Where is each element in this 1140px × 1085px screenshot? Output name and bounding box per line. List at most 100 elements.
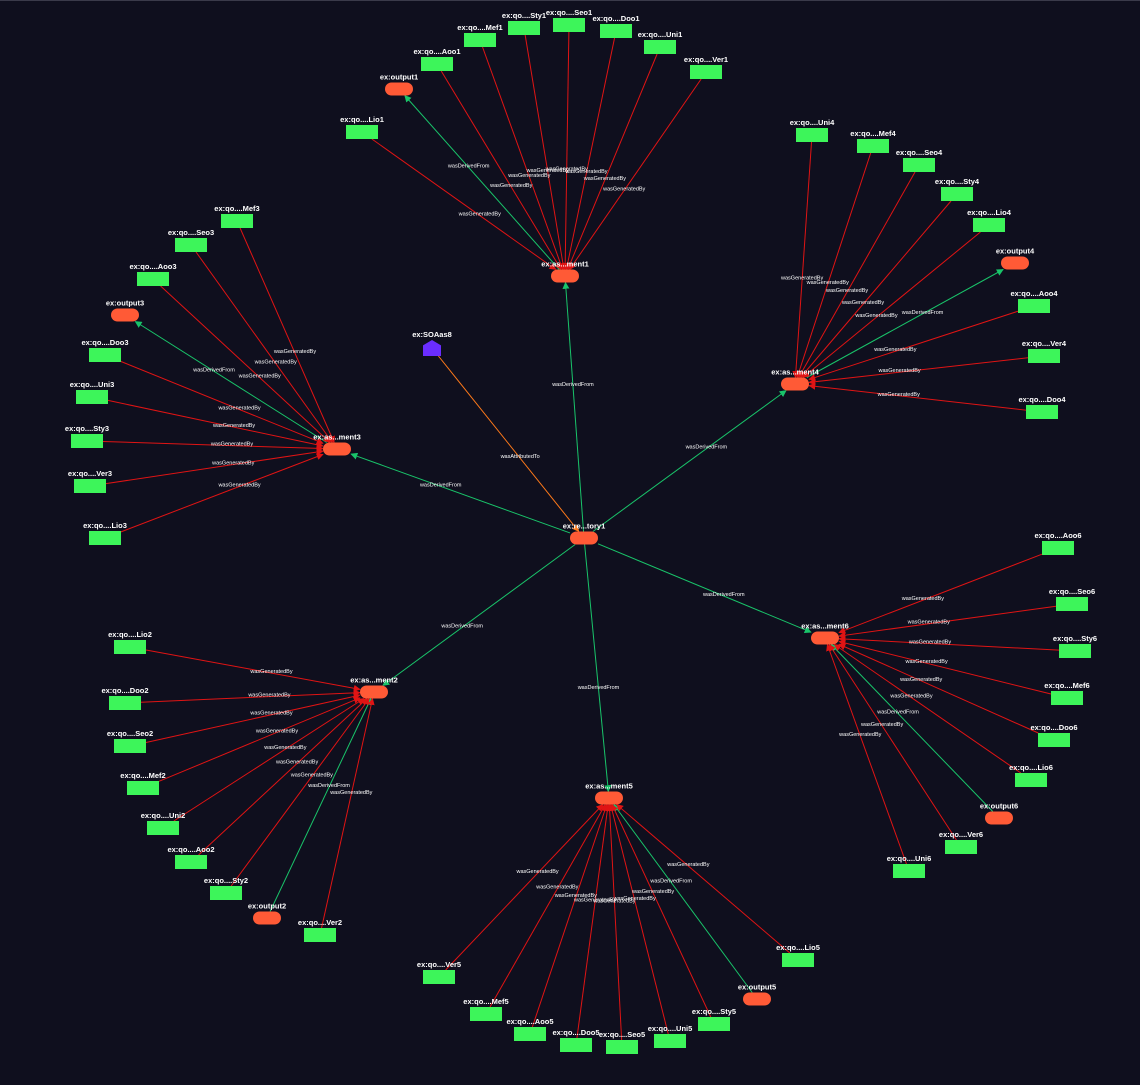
edge-e1_ver-a1[interactable] [569,78,702,271]
edge-e5_lio-a5[interactable] [616,804,791,954]
entity-rect[interactable] [304,928,336,942]
edge-e4_uni-a4[interactable] [792,141,813,379]
node-e4_ver[interactable]: ex:qo....Ver4 [1022,339,1067,363]
edge-o2-a2[interactable] [269,697,372,912]
entity-rect[interactable] [1018,299,1050,313]
entity-rect[interactable] [1038,733,1070,747]
node-e4_lio[interactable]: ex:qo....Lio4 [967,208,1012,232]
activity-pill[interactable] [360,685,388,699]
edge-e6_ver-a6[interactable] [828,643,957,841]
node-e5_lio[interactable]: ex:qo....Lio5 [776,943,820,967]
entity-rect[interactable] [127,781,159,795]
node-o6[interactable]: ex:output6 [980,802,1018,825]
node-o1[interactable]: ex:output1 [380,73,418,96]
edge-e3_uni-a3[interactable] [107,399,324,449]
edge-e3_seo-a3[interactable] [195,251,333,444]
edge-e5_aoo-a5[interactable] [531,803,609,1028]
edge-e5_sty-a5[interactable] [611,803,712,1018]
node-e2_sty[interactable]: ex:qo....Sty2 [204,876,248,900]
entity-rect[interactable] [1026,405,1058,419]
node-e1_lio[interactable]: ex:qo....Lio1 [340,115,384,139]
edge-e6_seo-a6[interactable] [838,605,1057,639]
node-e2_seo[interactable]: ex:qo....Seo2 [107,729,153,753]
entity-rect[interactable] [221,214,253,228]
node-a1[interactable]: ex:as...ment1 [541,260,589,283]
edge-a4-o4[interactable] [806,269,1004,378]
entity-rect[interactable] [698,1017,730,1031]
edge-e1_lio-a1[interactable] [371,138,557,270]
node-e6_mef[interactable]: ex:qo....Mef6 [1044,681,1090,705]
entity-rect[interactable] [1059,644,1091,658]
node-a2[interactable]: ex:as...ment2 [350,676,398,699]
edge-o5-a5[interactable] [613,803,753,993]
entity-rect[interactable] [175,238,207,252]
edge-e1_doo-a1[interactable] [564,37,616,271]
node-e2_mef[interactable]: ex:qo....Mef2 [120,771,166,795]
entity-rect[interactable] [690,65,722,79]
edge-e6_doo-a6[interactable] [838,643,1039,734]
node-e1_doo[interactable]: ex:qo....Doo1 [592,14,640,38]
node-e5_mef[interactable]: ex:qo....Mef5 [463,997,509,1021]
node-e5_doo[interactable]: ex:qo....Doo5 [552,1028,600,1052]
node-e1_uni[interactable]: ex:qo....Uni1 [638,30,683,54]
entity-rect[interactable] [553,18,585,32]
edge-factory1-a4[interactable] [592,390,787,532]
agent-house-icon[interactable] [423,340,441,356]
node-e5_uni[interactable]: ex:qo....Uni5 [648,1024,693,1048]
node-o5[interactable]: ex:output5 [738,983,776,1006]
entity-rect[interactable] [147,821,179,835]
entity-rect[interactable] [470,1007,502,1021]
edge-factory1-a5[interactable] [584,544,612,793]
edge-e2_lio-a2[interactable] [145,649,361,692]
node-e6_ver[interactable]: ex:qo....Ver6 [939,830,983,854]
entity-rect[interactable] [945,840,977,854]
node-agent[interactable]: ex:SOAas8 [412,330,452,356]
node-e3_mef[interactable]: ex:qo....Mef3 [214,204,260,228]
entity-rect[interactable] [76,390,108,404]
activity-pill[interactable] [743,992,771,1006]
edge-e4_mef-a4[interactable] [795,152,872,379]
node-e1_aoo[interactable]: ex:qo....Aoo1 [413,47,461,71]
edge-e3_aoo-a3[interactable] [160,285,331,443]
edge-e2_seo-a2[interactable] [145,693,361,743]
edge-e4_aoo-a4[interactable] [808,310,1019,381]
activity-pill[interactable] [811,631,839,645]
edge-e4_seo-a4[interactable] [798,171,916,379]
node-o4[interactable]: ex:output4 [996,247,1035,270]
node-e3_sty[interactable]: ex:qo....Sty3 [65,424,109,448]
entity-rect[interactable] [644,40,676,54]
edge-factory1-a3[interactable] [350,452,571,534]
node-o3[interactable]: ex:output3 [106,299,144,322]
entity-rect[interactable] [1015,773,1047,787]
node-e2_ver[interactable]: ex:qo....Ver2 [298,918,342,942]
edge-e1_seo-a1[interactable] [561,31,570,271]
activity-pill[interactable] [253,911,281,925]
node-e3_doo[interactable]: ex:qo....Doo3 [81,338,129,362]
entity-rect[interactable] [175,855,207,869]
edge-e5_ver-a5[interactable] [445,803,604,971]
edge-e4_lio-a4[interactable] [802,231,981,378]
entity-rect[interactable] [796,128,828,142]
edge-agent-factory1[interactable] [438,355,580,533]
edge-e6_aoo-a6[interactable] [838,553,1043,634]
node-a4[interactable]: ex:as...ment4 [771,368,820,391]
edge-e3_ver-a3[interactable] [105,448,324,485]
entity-rect[interactable] [74,479,106,493]
edge-e3_doo-a3[interactable] [120,361,324,445]
node-e1_seo[interactable]: ex:qo....Seo1 [546,8,592,32]
node-e3_aoo[interactable]: ex:qo....Aoo3 [129,262,177,286]
node-e1_ver[interactable]: ex:qo....Ver1 [684,55,728,79]
node-e5_seo[interactable]: ex:qo....Seo5 [599,1030,645,1054]
entity-rect[interactable] [464,33,496,47]
entity-rect[interactable] [1056,597,1088,611]
entity-rect[interactable] [782,953,814,967]
node-e6_seo[interactable]: ex:qo....Seo6 [1049,587,1095,611]
edge-e1_sty-a1[interactable] [524,34,567,271]
node-e3_lio[interactable]: ex:qo....Lio3 [83,521,127,545]
node-e6_lio[interactable]: ex:qo....Lio6 [1009,763,1053,787]
activity-pill[interactable] [551,269,579,283]
node-e3_seo[interactable]: ex:qo....Seo3 [168,228,214,252]
node-e5_aoo[interactable]: ex:qo....Aoo5 [506,1017,554,1041]
entity-rect[interactable] [109,696,141,710]
